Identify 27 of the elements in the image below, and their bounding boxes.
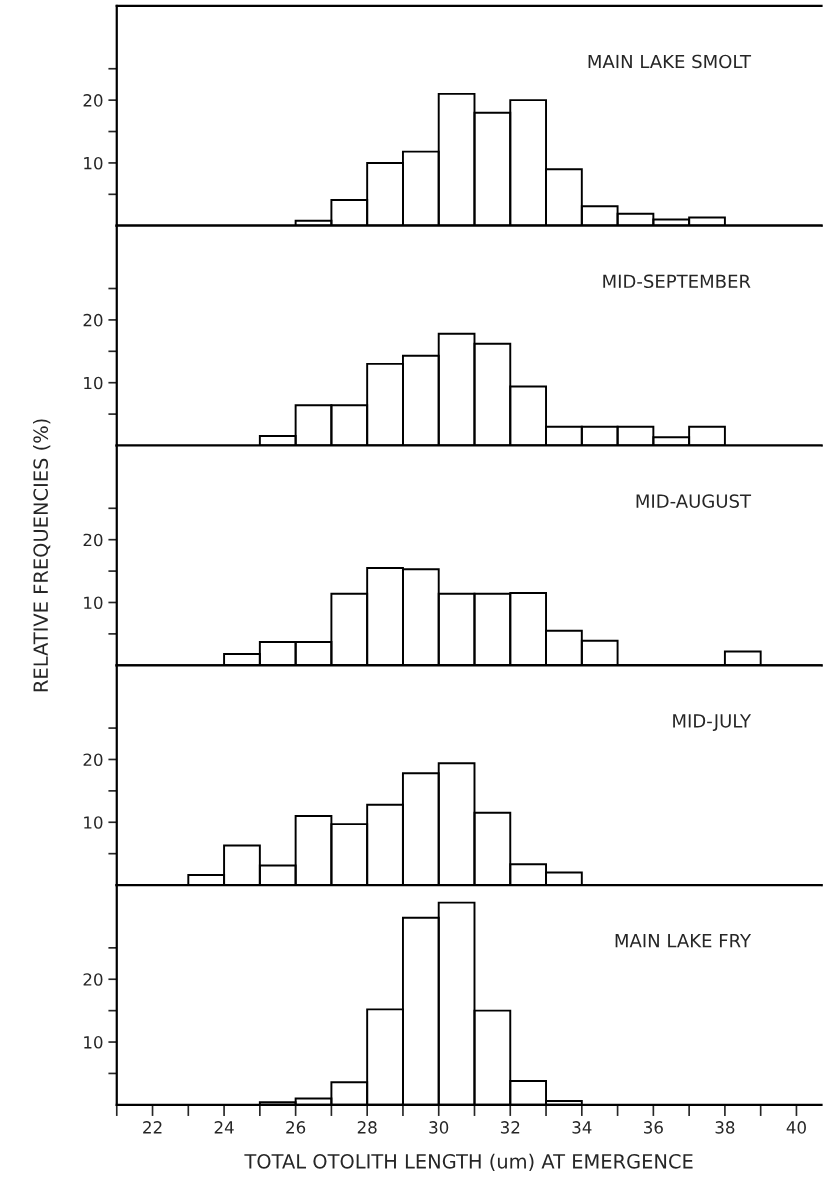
x-tick-label: 32 — [500, 1121, 520, 1134]
y-tick-label: 20 — [83, 533, 103, 547]
y-tick-label: 10 — [84, 816, 103, 829]
text: MID-SEPTEMBER — [603, 274, 751, 289]
x-tick-label: 26 — [286, 1121, 306, 1134]
text: MAIN LAKE SMOLT — [588, 54, 752, 69]
x-tick-label: 28 — [357, 1121, 377, 1134]
text: MID-JULY — [673, 714, 752, 732]
x-tick-label: 30 — [429, 1121, 449, 1134]
y-tick-label: 10 — [84, 1036, 103, 1049]
y-axis-title: RELATIVE FREQUENCIES (%) — [33, 419, 51, 692]
text: MAIN LAKE FRY — [615, 934, 752, 948]
text: MID-AUGUST — [636, 494, 752, 508]
y-tick-label: 20 — [83, 313, 103, 327]
x-tick-label: 34 — [572, 1121, 592, 1134]
x-tick-label: 22 — [143, 1121, 162, 1134]
x-tick-label: 38 — [715, 1121, 735, 1134]
y-tick-label: 10 — [84, 376, 103, 390]
x-axis-title: TOTAL OTOLITH LENGTH (um) AT EMERGENCE — [244, 1153, 693, 1171]
y-tick-label: 10 — [84, 156, 103, 170]
y-tick-label: 10 — [84, 596, 103, 610]
y-tick-label: 20 — [83, 753, 103, 767]
x-tick-label: 36 — [644, 1121, 663, 1134]
x-tick-label: 40 — [786, 1121, 806, 1134]
y-tick-label: 20 — [83, 94, 103, 107]
y-tick-label: 20 — [83, 973, 103, 986]
x-tick-label: 24 — [214, 1121, 234, 1134]
